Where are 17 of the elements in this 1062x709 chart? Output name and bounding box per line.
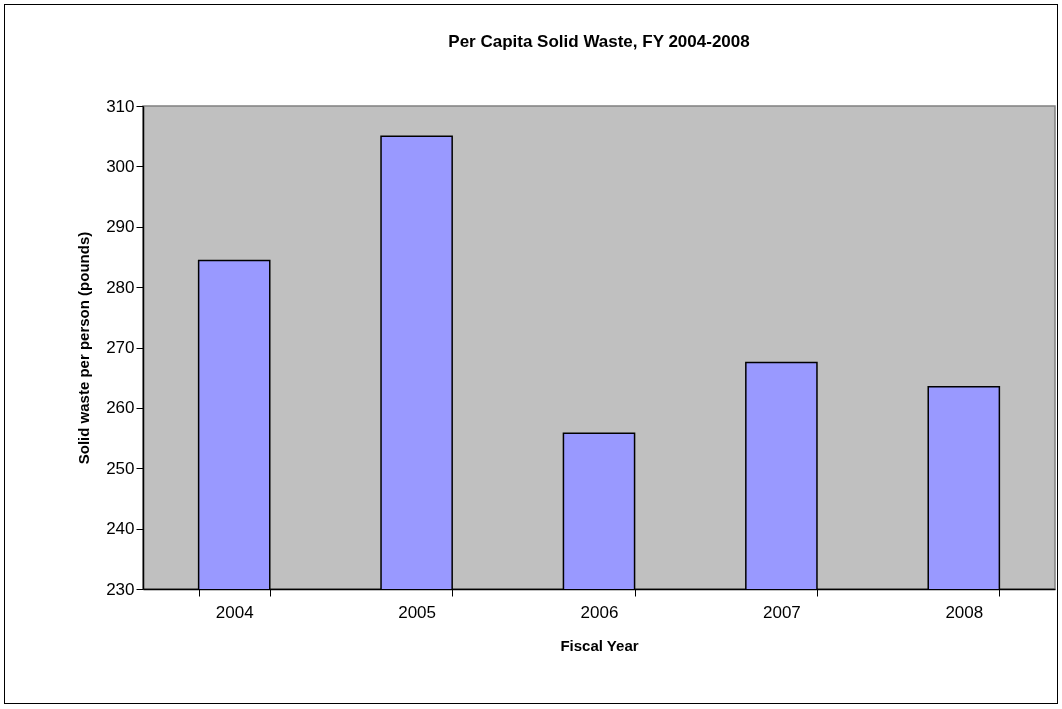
y-axis-title: Solid waste per person (pounds) — [75, 231, 93, 465]
y-tick-label: 280 — [106, 277, 135, 297]
x-axis-title: Fiscal Year — [560, 636, 639, 654]
x-tick-label: 2008 — [945, 602, 984, 622]
x-tick-label: 2004 — [215, 602, 254, 622]
y-tick-label: 250 — [106, 458, 135, 478]
x-tick-label: 2005 — [398, 602, 437, 622]
y-tick-label: 230 — [106, 579, 135, 599]
y-tick-label: 260 — [106, 398, 135, 418]
y-tick-label: 310 — [106, 96, 135, 116]
chart-title: Per Capita Solid Waste, FY 2004-2008 — [448, 32, 750, 51]
x-tick-label: 2006 — [580, 602, 619, 622]
y-tick-label: 300 — [106, 156, 135, 176]
x-tick-label: 2007 — [762, 602, 801, 622]
y-tick-label: 290 — [106, 217, 135, 237]
y-tick-label: 240 — [106, 519, 135, 539]
y-tick-label: 270 — [106, 338, 135, 357]
